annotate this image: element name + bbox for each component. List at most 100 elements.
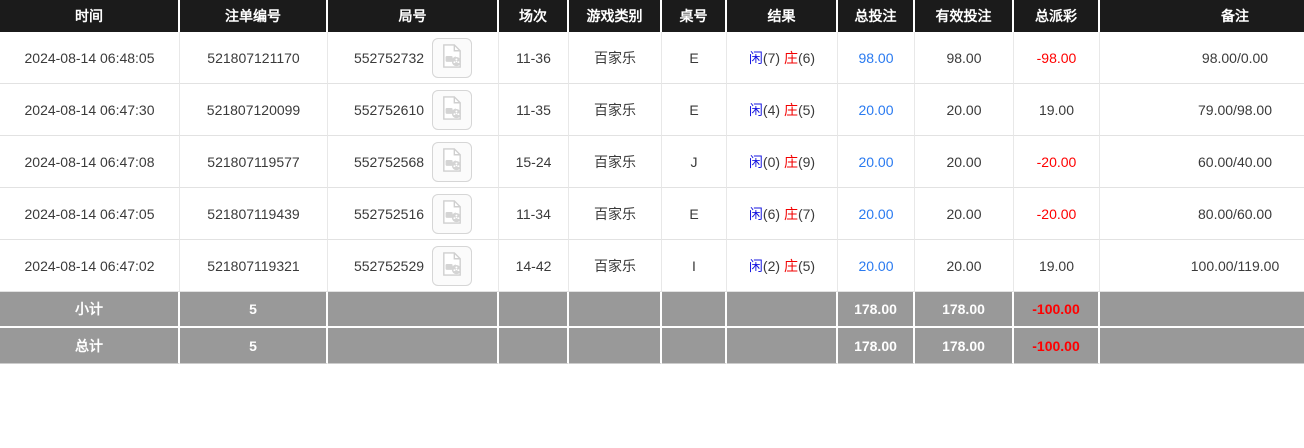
header-valid-bet: 有效投注 [915, 0, 1014, 32]
cell-remark: 79.00/98.00 [1100, 84, 1304, 136]
payout-value: -20.00 [1036, 153, 1077, 170]
result-player-score: (6) [762, 205, 781, 222]
header-table-no: 桌号 [662, 0, 727, 32]
cell-game-type: 百家乐 [569, 136, 662, 188]
result-player-label: 闲 [748, 101, 763, 118]
cell-payout: -20.00 [1014, 136, 1100, 188]
header-total-payout: 总派彩 [1014, 0, 1100, 32]
summary-count: 5 [180, 292, 328, 328]
video-replay-button[interactable] [432, 193, 473, 234]
summary-payout: -100.00 [1014, 328, 1100, 364]
cell-total-bet: 20.00 [838, 84, 915, 136]
cell-payout: -98.00 [1014, 32, 1100, 84]
cell-total-bet: 98.00 [838, 32, 915, 84]
video-replay-button[interactable] [432, 245, 473, 286]
result-player-score: (7) [762, 49, 781, 66]
cell-payout: 19.00 [1014, 84, 1100, 136]
cell-session: 15-24 [499, 136, 569, 188]
cell-total-bet: 20.00 [838, 136, 915, 188]
video-replay-button[interactable] [432, 37, 473, 78]
cell-session: 11-36 [499, 32, 569, 84]
cell-table-no: E [662, 188, 727, 240]
result-player-label: 闲 [748, 205, 763, 222]
table-row: 2024-08-14 06:48:05 521807121170 5527527… [0, 32, 1304, 84]
result-banker-label: 庄 [783, 205, 798, 222]
cell-round-id: 552752568 [328, 136, 499, 188]
video-replay-button[interactable] [432, 89, 473, 130]
cell-remark: 100.00/119.00 [1100, 240, 1304, 292]
summary-label: 小计 [0, 292, 180, 328]
cell-bet-id: 521807119321 [180, 240, 328, 292]
cell-session: 11-35 [499, 84, 569, 136]
round-id-text: 552752529 [353, 257, 425, 274]
cell-valid-bet: 20.00 [915, 188, 1014, 240]
summary-row-total: 总计 5 178.00 178.00 -100.00 [0, 328, 1304, 364]
cell-result: 闲(0) 庄(9) [727, 136, 838, 188]
cell-valid-bet: 20.00 [915, 240, 1014, 292]
round-id-text: 552752610 [353, 101, 425, 118]
table-row: 2024-08-14 06:47:02 521807119321 5527525… [0, 240, 1304, 292]
video-icon [438, 198, 466, 229]
header-result: 结果 [727, 0, 838, 32]
cell-result: 闲(7) 庄(6) [727, 32, 838, 84]
header-total-bet: 总投注 [838, 0, 915, 32]
cell-time: 2024-08-14 06:48:05 [0, 32, 180, 84]
cell-round-id: 552752732 [328, 32, 499, 84]
cell-time: 2024-08-14 06:47:30 [0, 84, 180, 136]
video-icon [438, 146, 466, 177]
cell-bet-id: 521807119577 [180, 136, 328, 188]
cell-remark: 80.00/60.00 [1100, 188, 1304, 240]
cell-time: 2024-08-14 06:47:02 [0, 240, 180, 292]
summary-payout: -100.00 [1014, 292, 1100, 328]
result-banker-label: 庄 [783, 153, 798, 170]
summary-row-subtotal: 小计 5 178.00 178.00 -100.00 [0, 292, 1304, 328]
result-banker-label: 庄 [783, 101, 798, 118]
summary-count: 5 [180, 328, 328, 364]
summary-valid-bet: 178.00 [915, 328, 1014, 364]
result-player-label: 闲 [748, 153, 763, 170]
cell-payout: -20.00 [1014, 188, 1100, 240]
table-row: 2024-08-14 06:47:08 521807119577 5527525… [0, 136, 1304, 188]
cell-table-no: I [662, 240, 727, 292]
table-header: 时间 注单编号 局号 场次 游戏类别 桌号 结果 总投注 有效投注 总派彩 备注 [0, 0, 1304, 32]
cell-valid-bet: 20.00 [915, 84, 1014, 136]
cell-valid-bet: 98.00 [915, 32, 1014, 84]
result-banker-score: (5) [797, 257, 816, 274]
header-time: 时间 [0, 0, 180, 32]
summary-label: 总计 [0, 328, 180, 364]
summary-total-bet: 178.00 [838, 328, 915, 364]
cell-total-bet: 20.00 [838, 240, 915, 292]
cell-table-no: E [662, 84, 727, 136]
cell-total-bet: 20.00 [838, 188, 915, 240]
summary-valid-bet: 178.00 [915, 292, 1014, 328]
cell-round-id: 552752529 [328, 240, 499, 292]
result-player-score: (4) [762, 101, 781, 118]
header-bet-id: 注单编号 [180, 0, 328, 32]
header-round-id: 局号 [328, 0, 499, 32]
table-viewport: 时间 注单编号 局号 场次 游戏类别 桌号 结果 总投注 有效投注 总派彩 备注… [0, 0, 1304, 364]
video-icon [438, 42, 466, 73]
header-session: 场次 [499, 0, 569, 32]
result-banker-label: 庄 [783, 49, 798, 66]
payout-value: 19.00 [1038, 257, 1075, 274]
cell-bet-id: 521807119439 [180, 188, 328, 240]
cell-game-type: 百家乐 [569, 240, 662, 292]
result-player-score: (2) [762, 257, 781, 274]
cell-time: 2024-08-14 06:47:08 [0, 136, 180, 188]
header-game-type: 游戏类别 [569, 0, 662, 32]
table-row: 2024-08-14 06:47:05 521807119439 5527525… [0, 188, 1304, 240]
cell-round-id: 552752610 [328, 84, 499, 136]
table-row: 2024-08-14 06:47:30 521807120099 5527526… [0, 84, 1304, 136]
cell-result: 闲(6) 庄(7) [727, 188, 838, 240]
cell-game-type: 百家乐 [569, 188, 662, 240]
cell-game-type: 百家乐 [569, 84, 662, 136]
bet-history-table: 时间 注单编号 局号 场次 游戏类别 桌号 结果 总投注 有效投注 总派彩 备注… [0, 0, 1304, 364]
result-banker-score: (7) [797, 205, 816, 222]
video-replay-button[interactable] [432, 141, 473, 182]
cell-game-type: 百家乐 [569, 32, 662, 84]
result-banker-score: (9) [797, 153, 816, 170]
payout-value: -98.00 [1036, 49, 1077, 66]
result-player-label: 闲 [748, 257, 763, 274]
payout-value: 19.00 [1038, 101, 1075, 118]
